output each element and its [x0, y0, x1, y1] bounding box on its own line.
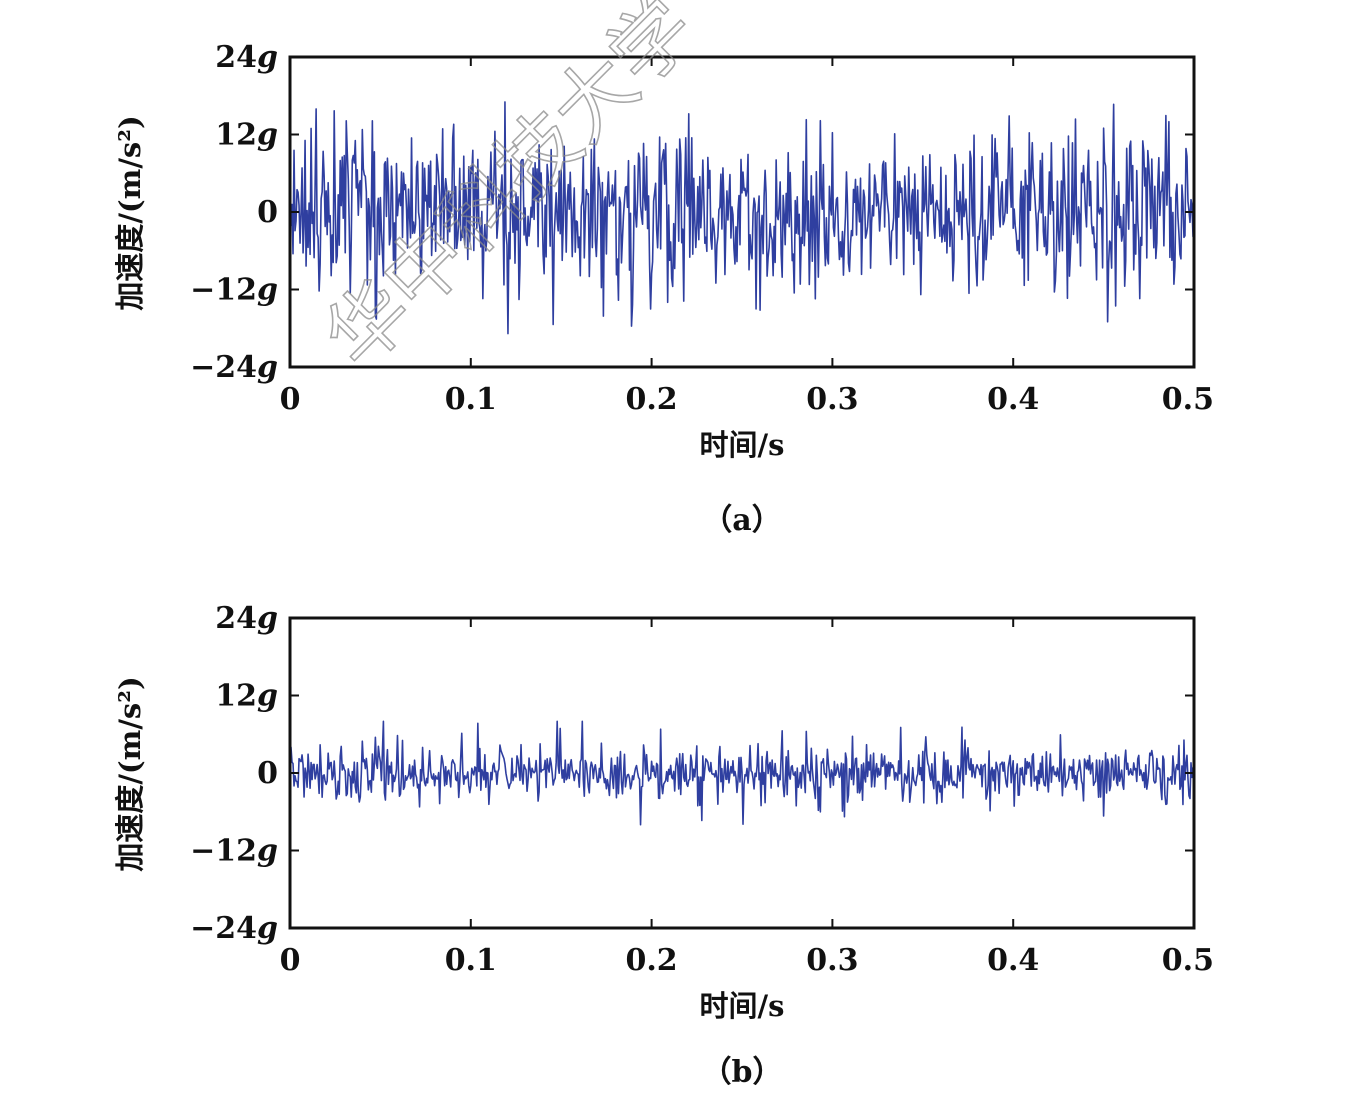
x-tick-label-b-0: 0 — [280, 943, 301, 978]
y-tick-labels-a: 24g 12g 0 −12g −24g — [190, 40, 278, 385]
x-tick-label-a-4: 0.4 — [987, 382, 1039, 417]
y-tick-label-b-4: −24g — [190, 911, 278, 946]
y-tick-labels-b: 24g 12g 0 −12g −24g — [190, 601, 278, 946]
x-axis-label-a: 时间/s — [700, 428, 785, 462]
x-tick-label-b-2: 0.2 — [625, 943, 677, 978]
y-tick-label-b-2: 0 — [257, 756, 278, 791]
x-tick-label-a-2: 0.2 — [625, 382, 677, 417]
y-tick-label-b-3: −12g — [190, 834, 278, 869]
x-tick-label-a-0: 0 — [280, 382, 301, 417]
y-axis-label-b: 加速度/(m/s²) — [113, 676, 147, 871]
y-tick-label-a-2: 0 — [257, 195, 278, 230]
y-tick-label-a-3: −12g — [190, 273, 278, 308]
series-line-b — [289, 720, 1195, 826]
panel-caption-b: （b） — [702, 1055, 783, 1090]
series-path-b — [289, 720, 1195, 826]
y-axis-label-a: 加速度/(m/s²) — [113, 115, 147, 310]
series-path-a — [289, 101, 1195, 335]
y-tick-label-a-0: 24g — [215, 40, 278, 75]
tick-marks-a — [289, 56, 1195, 368]
x-axis-label-b: 时间/s — [700, 989, 785, 1023]
y-tick-label-a-4: −24g — [190, 350, 278, 385]
x-tick-label-b-1: 0.1 — [445, 943, 497, 978]
x-tick-label-b-4: 0.4 — [987, 943, 1039, 978]
series-line-a — [289, 101, 1195, 335]
chart-panel-a: 加速度/(m/s²) 24g 12g 0 −12g −24g 0 0.1 0.2 0.3 0.4… — [113, 40, 1214, 538]
x-tick-label-a-3: 0.3 — [806, 382, 858, 417]
x-tick-labels-a: 0 0.1 0.2 0.3 0.4 0.5 — [280, 382, 1214, 417]
x-tick-label-b-5: 0.5 — [1162, 943, 1214, 978]
x-tick-labels-b: 0 0.1 0.2 0.3 0.4 0.5 — [280, 943, 1214, 978]
x-tick-label-a-5: 0.5 — [1162, 382, 1214, 417]
x-tick-label-a-1: 0.1 — [445, 382, 497, 417]
panel-caption-a: （a） — [702, 503, 781, 538]
y-tick-label-b-0: 24g — [215, 601, 278, 636]
tick-marks-b — [289, 617, 1195, 929]
chart-panel-b: 加速度/(m/s²) 24g 12g 0 −12g −24g 0 0.1 0.2 0.3 0.4… — [113, 601, 1214, 1090]
y-tick-label-b-1: 12g — [215, 679, 278, 714]
x-tick-label-b-3: 0.3 — [806, 943, 858, 978]
y-tick-label-a-1: 12g — [215, 118, 278, 153]
